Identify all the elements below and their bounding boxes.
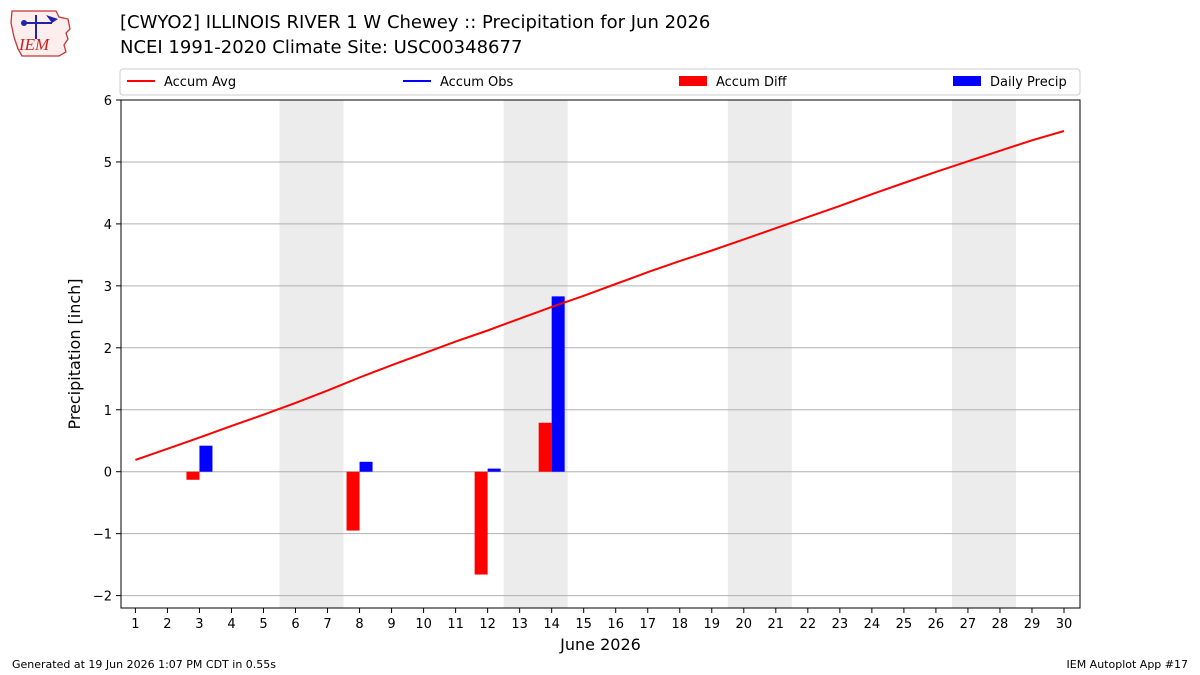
legend-swatch-bar [679, 76, 707, 86]
x-tick-label: 6 [291, 617, 299, 632]
weekend-shade [279, 100, 344, 608]
x-tick-label: 7 [323, 617, 331, 632]
weekend-shade [727, 100, 792, 608]
daily-precip-bar [359, 461, 373, 472]
x-tick-label: 27 [960, 617, 977, 632]
y-tick-label: 3 [104, 280, 112, 295]
x-tick-label: 14 [543, 617, 560, 632]
x-tick-label: 4 [227, 617, 235, 632]
legend-box [119, 68, 1081, 96]
x-tick-label: 19 [703, 617, 720, 632]
legend-label: Accum Avg [164, 75, 236, 90]
daily-precip-bar [199, 445, 213, 472]
x-tick-label: 17 [639, 617, 656, 632]
logo-text: IEM [18, 35, 50, 54]
x-tick-label: 18 [671, 617, 688, 632]
x-tick-label: 24 [864, 617, 881, 632]
x-tick-label: 3 [195, 617, 203, 632]
iem-logo: IEM [6, 5, 76, 60]
accum-diff-bar [186, 471, 200, 480]
x-axis-label: June 2026 [559, 635, 641, 654]
weekend-shade [951, 100, 1016, 608]
app-credit: IEM Autoplot App #17 [1066, 658, 1189, 671]
daily-precip-bar [551, 296, 565, 472]
y-tick-label: −2 [93, 590, 112, 605]
x-tick-label: 28 [992, 617, 1009, 632]
y-tick-label: 6 [104, 94, 112, 109]
x-tick-label: 8 [355, 617, 363, 632]
accum-avg-line [135, 130, 1065, 461]
x-tick-label: 21 [768, 617, 785, 632]
chart-title: [CWYO2] ILLINOIS RIVER 1 W Chewey :: Pre… [120, 12, 711, 33]
x-tick-label: 15 [575, 617, 592, 632]
x-tick-label: 2 [163, 617, 171, 632]
x-tick-label: 13 [511, 617, 528, 632]
y-tick-label: 1 [104, 404, 112, 419]
x-tick-label: 1 [131, 617, 139, 632]
daily-precip-bar [487, 468, 501, 472]
x-tick-label: 20 [736, 617, 753, 632]
x-tick-label: 22 [800, 617, 817, 632]
x-tick-label: 16 [607, 617, 624, 632]
x-tick-label: 26 [928, 617, 945, 632]
y-axis-label: Precipitation [inch] [65, 278, 84, 429]
y-tick-label: 4 [104, 218, 112, 233]
x-tick-label: 30 [1056, 617, 1073, 632]
accum-diff-bar [346, 471, 360, 531]
chart-subtitle: NCEI 1991-2020 Climate Site: USC00348677 [120, 37, 523, 58]
accum-diff-bar [474, 471, 488, 575]
legend-label: Daily Precip [990, 75, 1067, 90]
x-tick-label: 12 [479, 617, 496, 632]
x-tick-label: 23 [832, 617, 849, 632]
x-tick-label: 9 [387, 617, 395, 632]
generated-timestamp: Generated at 19 Jun 2026 1:07 PM CDT in … [12, 658, 277, 671]
accum-diff-bar [538, 422, 552, 472]
legend-swatch-bar [953, 76, 981, 86]
y-tick-label: 0 [104, 466, 112, 481]
x-tick-label: 11 [447, 617, 464, 632]
plot-frame [120, 99, 1081, 609]
y-tick-label: 5 [104, 156, 112, 171]
x-tick-label: 10 [415, 617, 432, 632]
x-tick-label: 25 [896, 617, 913, 632]
x-tick-label: 5 [259, 617, 267, 632]
legend-label: Accum Diff [716, 75, 788, 90]
y-tick-label: 2 [104, 342, 112, 357]
x-tick-label: 29 [1024, 617, 1041, 632]
legend-label: Accum Obs [440, 75, 513, 90]
y-tick-label: −1 [93, 528, 112, 543]
